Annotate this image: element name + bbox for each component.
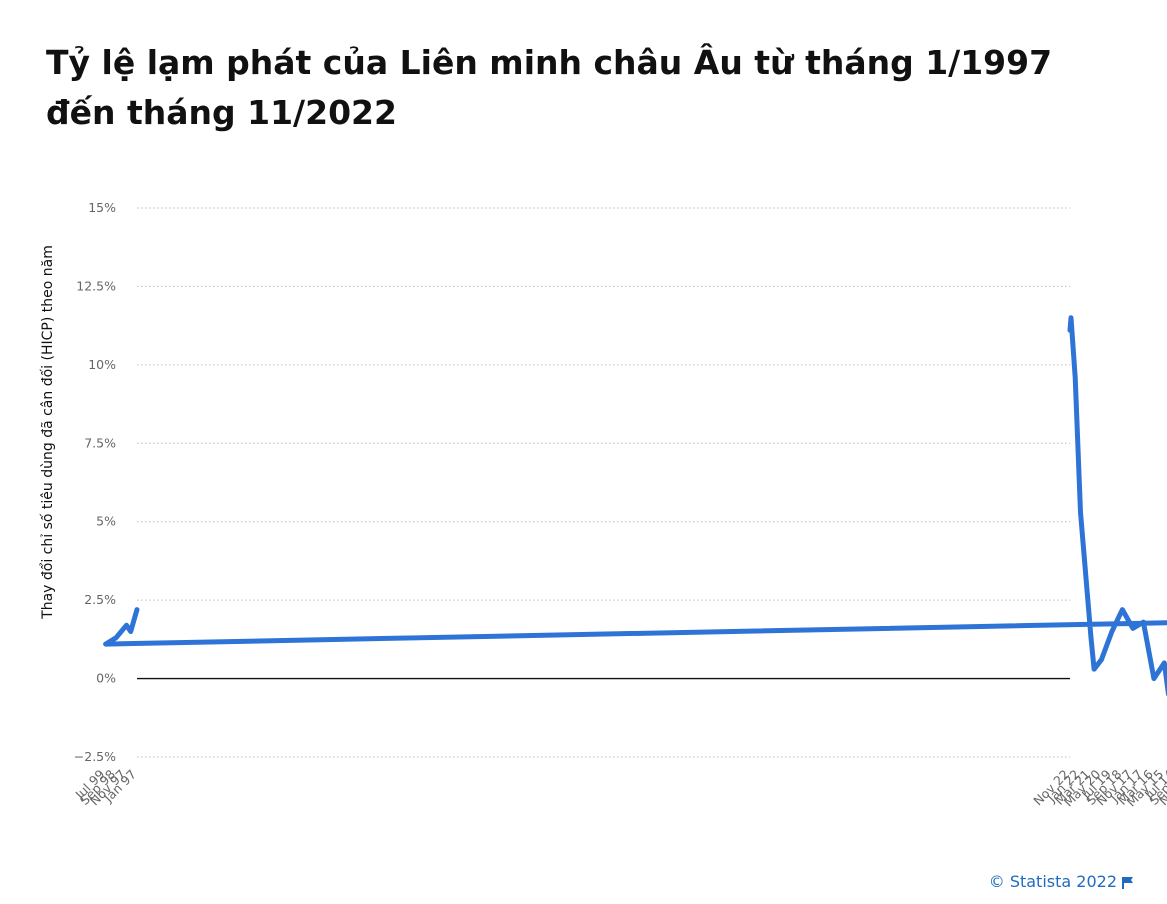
chart-title: Tỷ lệ lạm phát của Liên minh châu Âu từ …: [46, 43, 1053, 132]
y-tick-label: 12.5%: [76, 278, 116, 293]
gridlines: [137, 207, 1070, 758]
y-axis-label: Thay đổi chỉ số tiêu dùng đã cân đối (HI…: [39, 245, 56, 620]
y-tick-label: 7.5%: [84, 435, 116, 450]
y-tick-label: 15%: [88, 200, 116, 215]
y-tick-label: 5%: [96, 514, 116, 529]
series-line: [103, 315, 1167, 697]
y-tick-label: 10%: [88, 357, 116, 372]
y-tick-label: 2.5%: [84, 592, 116, 607]
flag-icon[interactable]: [1121, 876, 1135, 890]
y-axis-ticks: −2.5% 0% 2.5% 5% 7.5% 10% 12.5% 15%: [74, 200, 116, 764]
statista-credit-link[interactable]: © Statista 2022: [988, 872, 1117, 891]
y-tick-label: 0%: [96, 671, 116, 686]
y-tick-label: −2.5%: [74, 749, 116, 764]
